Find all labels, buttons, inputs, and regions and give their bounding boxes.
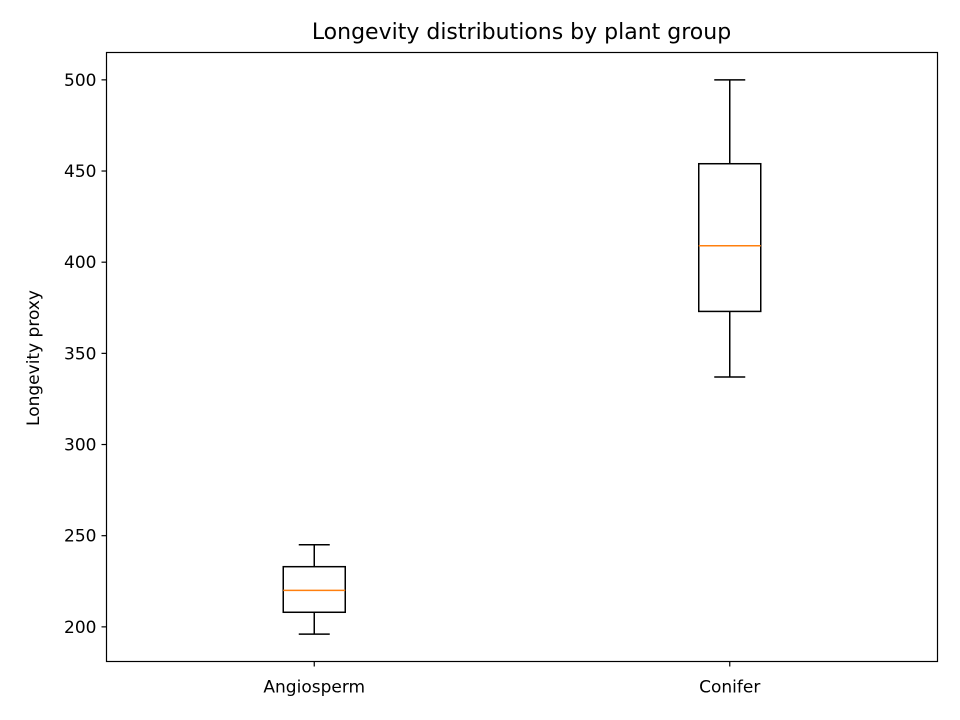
iqr-box bbox=[282, 565, 346, 614]
x-tick-label: Conifer bbox=[699, 678, 760, 698]
y-tick-label: 450 bbox=[64, 162, 96, 182]
plot-area: 200 250 300 350 400 450 500 Angiosperm Conifer bbox=[64, 71, 762, 698]
y-tick-label: 250 bbox=[64, 527, 96, 547]
y-axis-label: Longevity proxy bbox=[24, 290, 44, 426]
y-tick-label: 500 bbox=[64, 71, 96, 91]
y-tick-label: 200 bbox=[64, 618, 96, 638]
iqr-box bbox=[698, 162, 762, 313]
chart-title: Longevity distributions by plant group bbox=[312, 20, 731, 45]
x-tick-label: Angiosperm bbox=[263, 678, 365, 698]
y-tick-label: 300 bbox=[64, 436, 96, 456]
plot-frame bbox=[105, 51, 939, 663]
y-tick-label: 350 bbox=[64, 344, 96, 364]
y-tick-label: 400 bbox=[64, 253, 96, 273]
